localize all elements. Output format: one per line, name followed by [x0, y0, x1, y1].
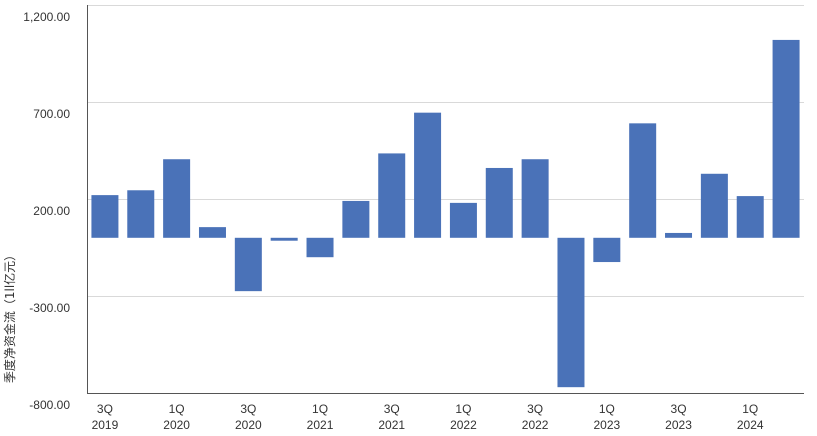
x-tick-label-quarter: 1Q — [599, 402, 615, 416]
y-tick-label: -800.00 — [29, 398, 70, 412]
bar — [270, 237, 298, 241]
bar — [91, 195, 119, 238]
x-tick-label-quarter: 1Q — [455, 402, 471, 416]
y-tick-label: 200.00 — [33, 204, 70, 218]
bars — [91, 39, 800, 388]
x-tick-label-quarter: 3Q — [384, 402, 400, 416]
x-tick-label-year: 2024 — [737, 418, 764, 432]
bar — [665, 232, 693, 238]
gridlines — [87, 5, 804, 394]
bar — [557, 237, 585, 388]
x-tick-label-year: 2020 — [235, 418, 262, 432]
bar — [198, 227, 226, 238]
bar — [306, 237, 334, 258]
x-tick-label-quarter: 3Q — [671, 402, 687, 416]
bar — [378, 153, 406, 238]
bar — [234, 237, 262, 292]
bar — [163, 159, 191, 238]
bar — [449, 202, 477, 238]
y-tick-label: 700.00 — [33, 107, 70, 121]
x-tick-label-year: 2023 — [665, 418, 692, 432]
x-tick-label-year: 2023 — [593, 418, 620, 432]
x-tick-label-quarter: 3Q — [240, 402, 256, 416]
x-tick-label-quarter: 3Q — [97, 402, 113, 416]
bar — [736, 196, 764, 238]
axes — [87, 5, 804, 394]
x-tick-label-quarter: 1Q — [312, 402, 328, 416]
y-tick-label: -300.00 — [29, 301, 70, 315]
bar — [772, 39, 800, 238]
bar — [629, 123, 657, 238]
bar — [414, 112, 442, 238]
x-tick-label-year: 2022 — [522, 418, 549, 432]
bar — [593, 237, 621, 263]
x-tick-labels: 3Q 2019 1Q 2020 3Q 2020 1Q 2021 3Q 2021 1Q 2022 3Q 20… — [92, 402, 764, 432]
x-tick-label-quarter: 1Q — [742, 402, 758, 416]
x-tick-label-quarter: 1Q — [169, 402, 185, 416]
x-tick-label-year: 2020 — [163, 418, 190, 432]
x-tick-label-quarter: 3Q — [527, 402, 543, 416]
bar — [127, 190, 155, 238]
bar — [485, 167, 513, 238]
bar — [342, 200, 370, 238]
x-tick-label-year: 2021 — [378, 418, 405, 432]
bar — [700, 173, 728, 238]
y-axis-label: 季度净资金流（1ll亿元） — [2, 249, 17, 383]
x-tick-label-year: 2019 — [92, 418, 119, 432]
y-tick-labels: 1,200.00 700.00 200.00 -300.00 -800.00 — [23, 10, 70, 412]
x-tick-label-year: 2022 — [450, 418, 477, 432]
y-tick-label: 1,200.00 — [23, 10, 70, 24]
bar — [521, 159, 549, 238]
x-tick-label-year: 2021 — [307, 418, 334, 432]
